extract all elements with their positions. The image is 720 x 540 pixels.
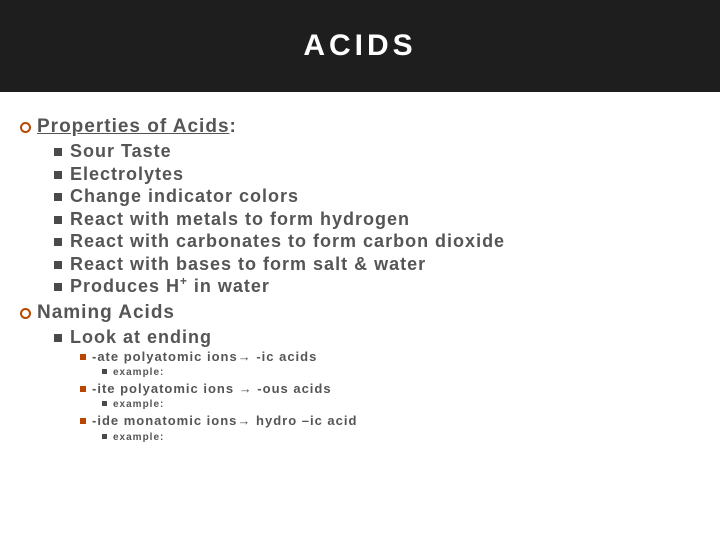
arrow-icon: → bbox=[237, 413, 251, 428]
square-bullet-icon bbox=[80, 418, 86, 424]
rule-pre: -ate polyatomic ions bbox=[92, 349, 238, 364]
heading-text: Naming Acids bbox=[37, 302, 175, 323]
arrow-icon: → bbox=[238, 349, 252, 364]
item-text: Produces H+ in water bbox=[70, 276, 270, 296]
body-item: Change indicator colors bbox=[20, 185, 700, 208]
square-bullet-icon bbox=[102, 369, 107, 374]
rule-item: -ate polyatomic ions→ -ic acids bbox=[20, 348, 700, 366]
example-label: example: bbox=[113, 432, 164, 443]
item-text: Look at ending bbox=[70, 327, 212, 347]
square-bullet-icon bbox=[54, 334, 62, 342]
square-bullet-icon bbox=[54, 261, 62, 269]
rule-pre: -ide monatomic ions bbox=[92, 413, 237, 428]
rule-item: -ite polyatomic ions → -ous acids bbox=[20, 380, 700, 398]
square-bullet-icon bbox=[54, 283, 62, 291]
body-item: Look at ending bbox=[20, 326, 700, 349]
example-item: example: bbox=[20, 398, 700, 412]
heading-suffix: : bbox=[230, 116, 237, 137]
example-label: example: bbox=[113, 367, 164, 378]
title-bar: ACIDS bbox=[0, 0, 720, 92]
example-label: example: bbox=[113, 399, 164, 410]
item-text: React with carbonates to form carbon dio… bbox=[70, 231, 505, 251]
item-text: React with metals to form hydrogen bbox=[70, 209, 410, 229]
square-bullet-icon bbox=[102, 401, 107, 406]
square-bullet-icon bbox=[54, 238, 62, 246]
square-bullet-icon bbox=[102, 434, 107, 439]
square-bullet-icon bbox=[80, 354, 86, 360]
arrow-icon: → bbox=[239, 381, 253, 396]
body-item: Sour Taste bbox=[20, 140, 700, 163]
circle-bullet-icon bbox=[20, 308, 31, 319]
slide-content: Properties of Acids: Sour Taste Electrol… bbox=[0, 92, 720, 445]
example-item: example: bbox=[20, 366, 700, 380]
rule-post: -ic acids bbox=[252, 349, 318, 364]
rule-item: -ide monatomic ions→ hydro –ic acid bbox=[20, 412, 700, 430]
square-bullet-icon bbox=[54, 216, 62, 224]
item-text: Sour Taste bbox=[70, 141, 172, 161]
rule-pre: -ite polyatomic ions bbox=[92, 381, 239, 396]
example-item: example: bbox=[20, 431, 700, 445]
heading-text: Properties of Acids bbox=[37, 116, 230, 137]
section-heading-naming: Naming Acids bbox=[20, 302, 700, 324]
square-bullet-icon bbox=[80, 386, 86, 392]
section-heading-properties: Properties of Acids: bbox=[20, 116, 700, 138]
item-text: React with bases to form salt & water bbox=[70, 254, 426, 274]
slide-title: ACIDS bbox=[303, 29, 416, 63]
item-text: Electrolytes bbox=[70, 164, 184, 184]
rule-post: -ous acids bbox=[253, 381, 332, 396]
item-text: Change indicator colors bbox=[70, 186, 299, 206]
rule-post: hydro –ic acid bbox=[251, 413, 357, 428]
body-item: React with bases to form salt & water bbox=[20, 253, 700, 276]
body-item: Electrolytes bbox=[20, 163, 700, 186]
square-bullet-icon bbox=[54, 148, 62, 156]
square-bullet-icon bbox=[54, 193, 62, 201]
body-item: React with metals to form hydrogen bbox=[20, 208, 700, 231]
body-item: React with carbonates to form carbon dio… bbox=[20, 230, 700, 253]
body-item: Produces H+ in water bbox=[20, 275, 700, 298]
circle-bullet-icon bbox=[20, 122, 31, 133]
square-bullet-icon bbox=[54, 171, 62, 179]
